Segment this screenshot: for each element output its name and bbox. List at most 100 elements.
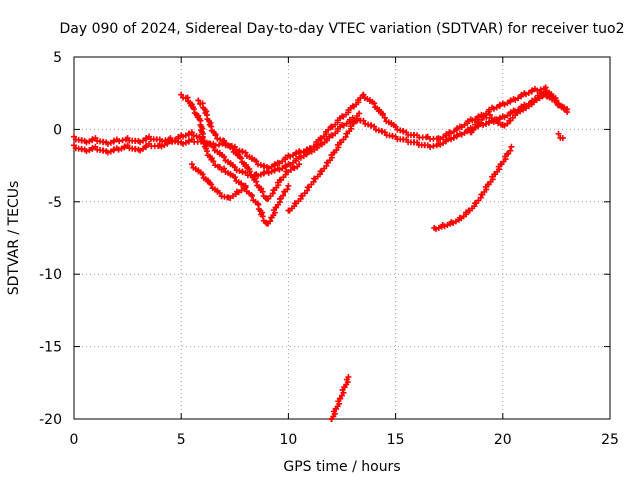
data-point — [265, 169, 272, 176]
data-point — [371, 100, 378, 107]
series-track-d — [195, 97, 303, 202]
x-tick-label: 10 — [279, 432, 297, 448]
data-point — [121, 143, 128, 150]
series-track-f — [285, 110, 363, 214]
data-point — [182, 132, 189, 139]
data-point — [199, 171, 206, 178]
data-point — [89, 144, 96, 151]
data-point — [493, 116, 500, 123]
data-point — [186, 137, 193, 144]
x-axis-label: GPS time / hours — [283, 459, 400, 475]
data-point — [285, 182, 292, 189]
series-track-g — [431, 143, 515, 233]
y-tick-label: -5 — [48, 195, 62, 211]
data-point — [296, 161, 303, 168]
data-point — [356, 110, 363, 117]
data-point — [430, 143, 437, 150]
data-point — [217, 136, 224, 143]
data-point — [507, 147, 514, 154]
data-point — [246, 168, 253, 175]
y-tick-label: 0 — [53, 122, 62, 138]
data-point — [242, 149, 249, 156]
data-point — [216, 190, 223, 197]
data-point — [86, 147, 93, 154]
data-point — [86, 138, 93, 145]
data-point — [221, 153, 228, 160]
data-point — [89, 136, 96, 143]
data-point — [214, 135, 221, 142]
data-point — [555, 130, 562, 137]
data-point — [297, 149, 304, 156]
data-point — [104, 140, 111, 147]
data-point — [107, 139, 114, 146]
data-point — [542, 84, 549, 91]
series-track-h — [328, 374, 352, 422]
data-point — [119, 137, 126, 144]
data-point — [210, 158, 217, 165]
series-track-a — [71, 84, 571, 172]
data-point — [480, 122, 487, 129]
data-point — [182, 139, 189, 146]
data-point — [248, 193, 255, 200]
chart-title: Day 090 of 2024, Sidereal Day-to-day VTE… — [59, 21, 624, 37]
series-track-b — [71, 90, 571, 179]
data-point — [488, 115, 495, 122]
data-point — [115, 146, 122, 153]
y-axis-label: SDTVAR / TECUs — [6, 181, 22, 296]
data-point — [371, 123, 378, 130]
data-point — [221, 137, 228, 144]
data-point — [111, 137, 118, 144]
data-point — [392, 123, 399, 130]
series-track-j — [467, 88, 553, 136]
data-point — [559, 135, 566, 142]
x-tick-label: 15 — [387, 432, 405, 448]
data-point — [83, 139, 90, 146]
data-point — [179, 140, 186, 147]
data-point — [259, 213, 266, 220]
y-tick-label: -10 — [39, 267, 62, 283]
data-point — [188, 129, 195, 136]
data-point — [345, 374, 352, 381]
data-point — [508, 143, 515, 150]
data-point — [255, 172, 262, 179]
data-point — [159, 138, 166, 145]
data-point — [538, 88, 545, 95]
data-point — [257, 171, 264, 178]
data-point — [259, 188, 266, 195]
data-point — [267, 218, 274, 225]
data-point — [478, 116, 485, 123]
data-point — [482, 120, 489, 127]
x-tick-label: 5 — [177, 432, 186, 448]
data-point — [242, 182, 249, 189]
data-point — [231, 174, 238, 181]
series-track-e — [188, 161, 249, 202]
data-point — [229, 145, 236, 152]
data-point — [561, 105, 568, 112]
x-tick-label: 20 — [494, 432, 512, 448]
y-tick-label: -20 — [39, 412, 62, 428]
data-point — [116, 138, 123, 145]
data-point — [558, 103, 565, 110]
data-point — [553, 98, 560, 105]
data-point — [216, 141, 223, 148]
y-tick-label: -15 — [39, 340, 62, 356]
data-point — [208, 181, 215, 188]
data-point — [179, 133, 186, 140]
data-layer — [71, 84, 571, 422]
plot-frame — [73, 56, 611, 420]
data-point — [486, 111, 493, 118]
y-tick-label: 5 — [53, 50, 62, 66]
series-track-i — [555, 130, 566, 142]
x-tick-label: 0 — [70, 432, 79, 448]
data-point — [555, 102, 562, 109]
data-point — [83, 148, 90, 155]
data-point — [280, 192, 287, 199]
data-point — [268, 168, 275, 175]
data-point — [221, 165, 228, 172]
data-point — [238, 155, 245, 162]
data-point — [107, 148, 114, 155]
data-point — [546, 93, 553, 100]
data-point — [195, 97, 202, 104]
data-point — [188, 161, 195, 168]
